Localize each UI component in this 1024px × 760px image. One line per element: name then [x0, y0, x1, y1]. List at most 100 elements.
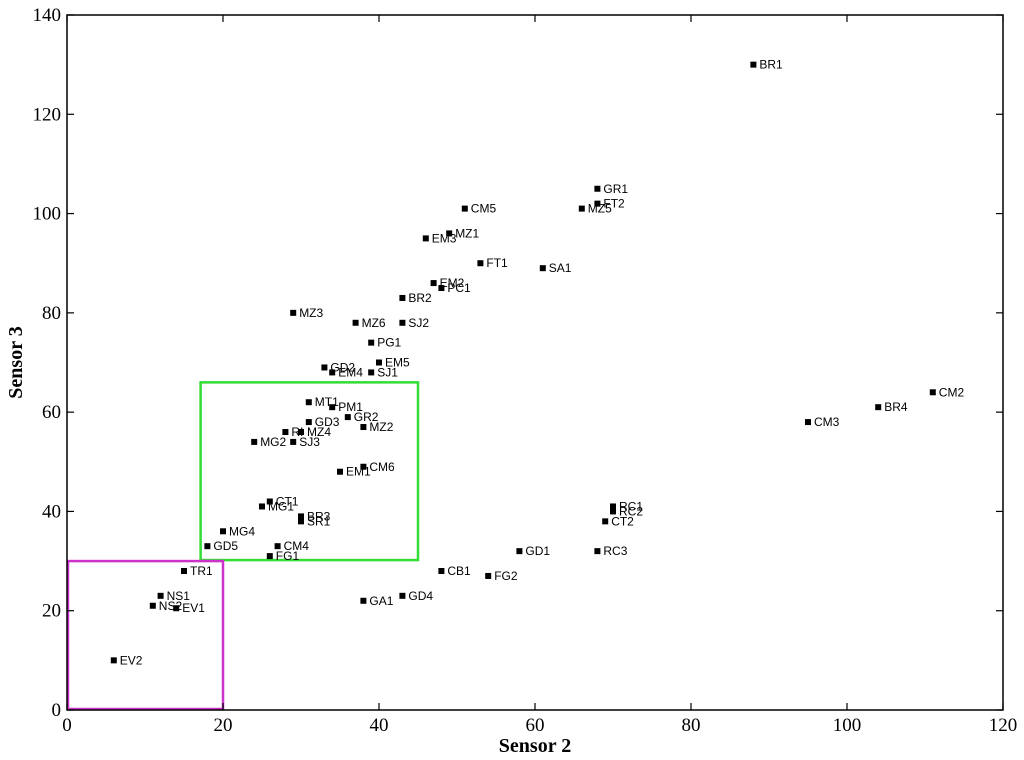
point-label-sr1: SR1	[307, 514, 331, 528]
point-label-sj3: SJ3	[299, 435, 320, 449]
point-label-ft1: FT1	[486, 256, 508, 270]
point-br1	[750, 61, 757, 68]
point-fg2	[485, 572, 492, 579]
y-axis-title: Sensor 3	[5, 326, 27, 398]
point-ri	[282, 429, 289, 435]
point-gr1	[594, 185, 601, 192]
point-label-ri: RI	[291, 425, 303, 439]
point-label-em2: EM2	[440, 276, 465, 290]
x-tick-label: 80	[682, 715, 701, 736]
y-tick-label: 60	[42, 402, 61, 423]
point-label-mz1: MZ1	[455, 226, 479, 240]
point-label-br4: BR4	[884, 400, 908, 414]
point-gd1	[516, 548, 523, 555]
point-em2	[430, 280, 437, 287]
point-ga1	[360, 597, 367, 604]
point-label-em3: EM3	[432, 231, 457, 245]
point-label-ev2: EV2	[120, 653, 143, 667]
y-tick-label: 120	[33, 104, 62, 125]
point-mz6	[352, 319, 359, 326]
y-tick-label: 100	[33, 204, 62, 225]
point-label-ft2: FT2	[603, 197, 625, 211]
point-label-mg1: MG1	[268, 499, 294, 513]
point-tr1	[181, 568, 187, 574]
point-pg1	[368, 339, 375, 346]
point-label-mg2: MG2	[260, 435, 286, 449]
point-label-sj1: SJ1	[377, 365, 398, 379]
point-label-cm6: CM6	[369, 460, 395, 474]
point-label-ct2: CT2	[611, 514, 634, 528]
axes: 0 20 40 60 80 100 120 0 20 40 60 80 100 120 140	[33, 5, 1018, 736]
point-sj3	[290, 438, 297, 445]
point-sr1	[298, 518, 304, 525]
point-cm3	[805, 419, 811, 426]
point-label-mz6: MZ6	[362, 316, 386, 330]
point-label-mt1: MT1	[315, 395, 339, 409]
point-label-br1: BR1	[759, 58, 783, 72]
x-tick-label: 0	[62, 715, 72, 736]
point-label-pg1: PG1	[377, 336, 401, 350]
point-label-cm3: CM3	[814, 415, 840, 429]
x-axis-title: Sensor 2	[499, 735, 571, 757]
point-label-rc3: RC3	[603, 544, 627, 558]
y-tick-label: 20	[42, 601, 61, 622]
green-box	[199, 381, 420, 562]
point-rc3	[594, 548, 601, 555]
point-fg1	[266, 553, 273, 560]
magenta-box	[66, 559, 225, 711]
point-label-rc2: RC2	[619, 504, 643, 518]
point-label-cm5: CM5	[471, 202, 497, 216]
point-gd4	[399, 592, 406, 599]
point-label-br3: BR3	[307, 509, 331, 523]
x-tick-label: 100	[833, 715, 862, 736]
point-label-em4: EM4	[338, 365, 363, 379]
point-ns1	[157, 592, 164, 599]
point-label-tr1: TR1	[190, 564, 213, 578]
y-tick-label: 0	[52, 700, 62, 721]
point-label-gd4: GD4	[408, 589, 433, 603]
point-sa1	[539, 265, 546, 272]
point-rc2	[610, 508, 616, 515]
point-label-ev1: EV1	[182, 601, 205, 615]
point-ns2	[149, 602, 156, 609]
point-em1	[337, 468, 343, 475]
y-tick-label: 80	[42, 303, 61, 324]
x-tick-label: 60	[526, 715, 545, 736]
point-mg1	[259, 503, 265, 510]
point-label-gd3: GD3	[315, 415, 340, 429]
point-cm6	[360, 463, 367, 470]
point-label-mg4: MG4	[229, 524, 255, 538]
point-sj2	[399, 319, 406, 326]
point-label-fg2: FG2	[494, 569, 518, 583]
point-em4	[329, 369, 336, 376]
point-mz2	[360, 424, 367, 431]
point-label-pc1: PC1	[447, 281, 471, 295]
point-label-ct1: CT1	[276, 495, 299, 509]
point-ft1	[477, 260, 484, 267]
point-gd3	[305, 419, 312, 426]
point-label-rc1: RC1	[619, 499, 643, 513]
plot-frame	[66, 14, 1004, 711]
point-label-mz2: MZ2	[369, 420, 393, 434]
point-label-em1: EM1	[346, 465, 371, 479]
point-label-gd2: GD2	[330, 360, 355, 374]
point-mg4	[220, 528, 226, 535]
point-label-gd5: GD5	[213, 539, 238, 553]
point-ev1	[173, 605, 180, 612]
point-label-cm4: CM4	[284, 539, 310, 553]
point-label-gr2: GR2	[354, 410, 379, 424]
point-label-sa1: SA1	[549, 261, 572, 275]
point-label-cm2: CM2	[939, 385, 965, 399]
point-label-mz3: MZ3	[299, 306, 323, 320]
point-em3	[422, 235, 429, 242]
point-label-pm1: PM1	[338, 400, 363, 414]
y-tick-label: 140	[33, 5, 62, 26]
point-mz5	[578, 205, 585, 212]
point-br3	[298, 513, 304, 520]
point-label-ns1: NS1	[167, 589, 191, 603]
point-label-gd1: GD1	[525, 544, 550, 558]
point-label-ga1: GA1	[369, 594, 393, 608]
point-gd2	[321, 364, 328, 371]
point-label-mz4: MZ4	[307, 425, 331, 439]
point-pc1	[438, 285, 445, 292]
